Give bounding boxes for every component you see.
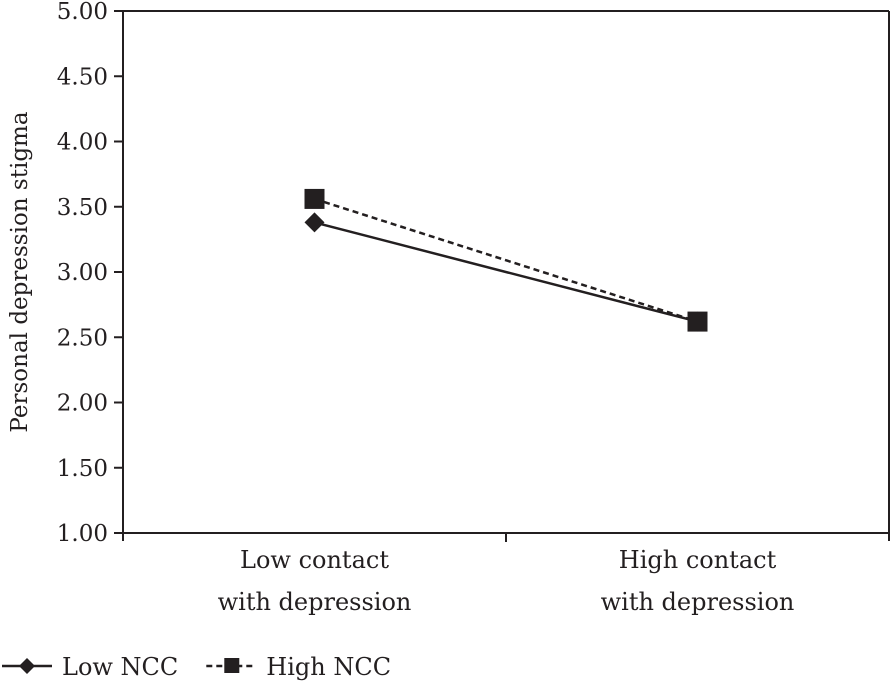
x-tick-label-line: High contact — [619, 546, 777, 574]
legend-diamond-icon — [19, 658, 35, 674]
series-high-ncc — [304, 188, 708, 332]
square-marker — [304, 188, 325, 209]
x-tick-label-line: Low contact — [240, 546, 389, 574]
y-tick-label: 4.00 — [57, 130, 108, 156]
y-ticks: 1.00 1.50 2.00 2.50 3.00 3.50 4.00 4.50 5.00 — [57, 0, 123, 547]
x-tick-label: High contact with depression — [601, 546, 795, 616]
y-tick-label: 3.50 — [57, 195, 108, 221]
diamond-marker — [304, 212, 325, 233]
y-tick-label: 2.00 — [57, 391, 108, 417]
legend-label: High NCC — [266, 653, 391, 681]
series-low-ncc — [304, 212, 708, 332]
legend-item: High NCC — [206, 653, 391, 681]
legend-item: Low NCC — [2, 653, 178, 681]
y-tick-label: 2.50 — [57, 325, 108, 351]
square-marker — [687, 311, 708, 332]
series-line — [314, 197, 698, 323]
x-ticks: Low contact with depression High contact wi… — [218, 533, 795, 616]
x-tick-label: Low contact with depression — [218, 546, 412, 616]
y-tick-label: 1.50 — [57, 456, 108, 482]
axes — [122, 10, 890, 541]
y-tick-label: 5.00 — [57, 0, 108, 25]
series-line — [314, 221, 698, 323]
y-tick-label: 4.50 — [57, 64, 108, 90]
legend: Low NCC High NCC — [2, 653, 391, 681]
x-tick-label-line: with depression — [601, 588, 795, 616]
y-tick-label: 1.00 — [57, 521, 108, 547]
x-tick-label-line: with depression — [218, 588, 412, 616]
legend-square-icon — [224, 658, 240, 673]
legend-label: Low NCC — [62, 653, 178, 681]
y-tick-label: 3.00 — [57, 260, 108, 286]
series-group — [304, 188, 708, 332]
y-axis-title: Personal depression stigma — [7, 111, 33, 432]
